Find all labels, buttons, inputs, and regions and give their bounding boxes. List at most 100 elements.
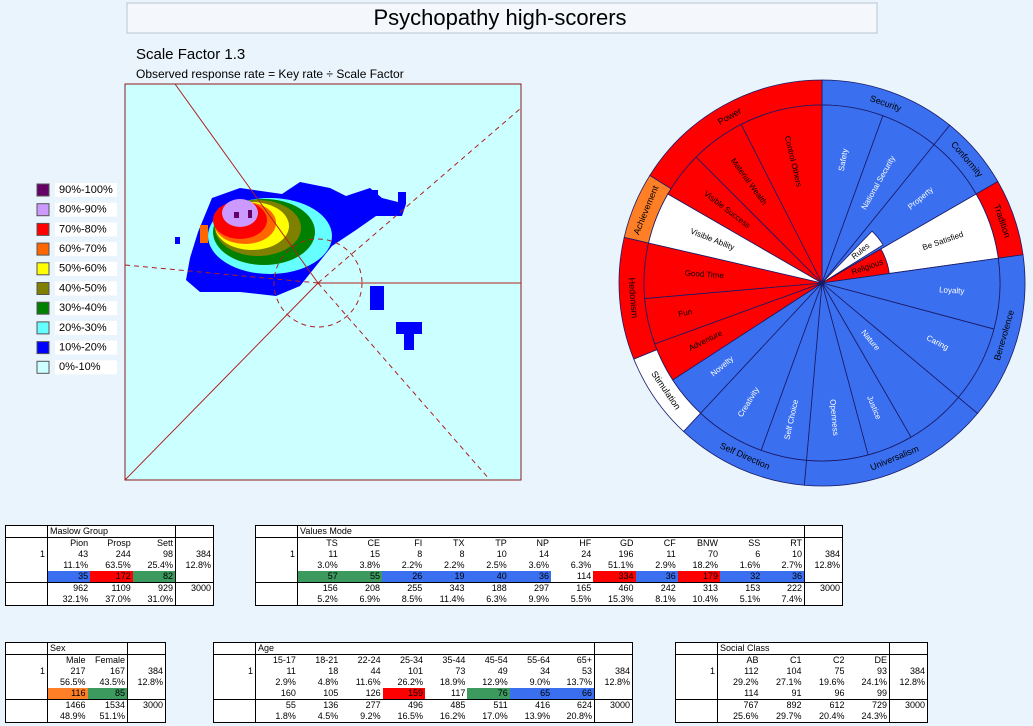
table-title: Age [255, 642, 595, 655]
blob [370, 190, 378, 198]
table-row: 5.2% 6.9% 8.5% 11.4% 6.3% 9.9% 5.5% 15.3% 8.1% 10… [255, 594, 843, 606]
row-label: 1 [5, 666, 48, 677]
pct-cell: 2.2% [443, 560, 465, 570]
pct-cell: 56.5% [59, 677, 86, 687]
row-total: 12.8% [804, 560, 843, 571]
pct-cell: 2.9% [655, 560, 676, 570]
total-pct-cell: 48.9% [59, 711, 86, 721]
axis-line [317, 282, 491, 481]
pct-cell: 2.9% [275, 677, 296, 687]
index-cell: 32 [720, 571, 763, 583]
column-header: NP [536, 538, 549, 548]
row-label: 1 [675, 666, 718, 677]
total-cell: 416 [535, 700, 551, 710]
row-total [889, 642, 928, 655]
index-cell: 66 [552, 688, 595, 700]
count-cell: 11 [286, 666, 296, 676]
column-header: Male [65, 655, 86, 665]
table-row: Values Mode [255, 525, 843, 538]
total-pct-cell: 1.8% [275, 711, 296, 721]
total-cell: 343 [449, 583, 465, 593]
column-header: Pion [70, 538, 89, 548]
row-total: 3000 [127, 699, 166, 711]
total-cell: 485 [450, 700, 466, 710]
table-row: 11.1% 63.5% 25.4% 12.8% [5, 560, 214, 571]
row-total: 384 [804, 549, 843, 560]
row-total: 12.8% [127, 677, 166, 688]
column-header: 55-64 [527, 655, 551, 665]
pct-cell: 29.2% [732, 677, 759, 687]
column-header: 25-34 [399, 655, 423, 665]
row-total [175, 571, 214, 583]
table-row: 35 172 82 [5, 571, 214, 583]
total-cell: 55 [285, 700, 296, 710]
legend-swatch [36, 301, 50, 315]
row-total: 384 [594, 666, 633, 677]
total-cell: 165 [576, 583, 592, 593]
blob [398, 192, 406, 204]
total-pct-cell: 17.0% [482, 711, 508, 721]
count-cell: 217 [70, 666, 86, 676]
row-label [5, 642, 48, 655]
total-cell: 511 [493, 700, 508, 710]
index-cell: 172 [90, 571, 133, 583]
total-cell: 136 [323, 700, 339, 710]
row-label [675, 711, 718, 723]
row-total [889, 654, 928, 666]
row-total: 3000 [889, 699, 928, 711]
count-cell: 98 [162, 549, 173, 559]
total-pct-cell: 20.8% [566, 711, 593, 721]
index-cell: 116 [47, 688, 88, 700]
row-label [5, 525, 48, 538]
row-total: 12.8% [175, 560, 214, 571]
row-label [255, 571, 298, 583]
row-total: 3000 [175, 582, 214, 594]
total-pct-cell: 8.1% [655, 594, 676, 604]
count-cell: 8 [459, 549, 465, 559]
legend-label: 90%-100% [59, 184, 113, 196]
title-box [126, 2, 878, 34]
table-row: 767 892 612 729 3000 [675, 699, 928, 711]
wheel-inner-segment [740, 104, 823, 284]
total-cell: 188 [491, 583, 507, 593]
count-cell: 167 [109, 666, 126, 676]
count-cell: 10 [496, 549, 507, 559]
total-cell: 1109 [111, 583, 131, 593]
table-title: Values Mode [297, 525, 805, 538]
total-pct-cell: 8.5% [401, 594, 423, 604]
total-pct-cell: 24.3% [861, 711, 888, 721]
index-cell: 85 [87, 688, 128, 700]
row-label [213, 688, 256, 700]
blob [175, 237, 180, 244]
count-cell: 11 [666, 549, 676, 559]
total-cell: 208 [364, 583, 380, 593]
index-cell: 117 [425, 688, 468, 700]
row-total: 3000 [804, 582, 843, 594]
legend-label: 40%-50% [59, 282, 107, 294]
count-cell: 49 [497, 666, 508, 676]
index-cell: 19 [424, 571, 467, 583]
wheel-outer-label: Hedonism [627, 277, 640, 318]
legend-swatch [36, 341, 50, 355]
row-label: 1 [5, 549, 48, 560]
count-cell: 15 [369, 549, 380, 559]
pct-cell: 63.5% [105, 560, 131, 570]
row-total [127, 688, 166, 700]
count-cell: 73 [455, 666, 466, 676]
row-label [675, 654, 718, 666]
table-row: TS CE FI TX TP NP HF GD CF BNW SS RT [255, 537, 843, 549]
index-cell: 36 [762, 571, 805, 583]
count-cell: 24 [581, 549, 592, 559]
blob [200, 225, 208, 243]
blob [396, 322, 422, 334]
count-cell: 75 [834, 666, 845, 676]
count-cell: 104 [786, 666, 802, 676]
legend-label: 10%-20% [59, 342, 107, 354]
blob [404, 334, 414, 350]
data-table: Sex Male Female 1 217 167 384 56.5% 43.5% 12.8% 11… [5, 642, 167, 723]
count-cell: 93 [877, 666, 888, 676]
legend-swatch [36, 203, 50, 217]
pct-cell: 19.6% [818, 677, 845, 687]
index-cell: 160 [255, 688, 298, 700]
